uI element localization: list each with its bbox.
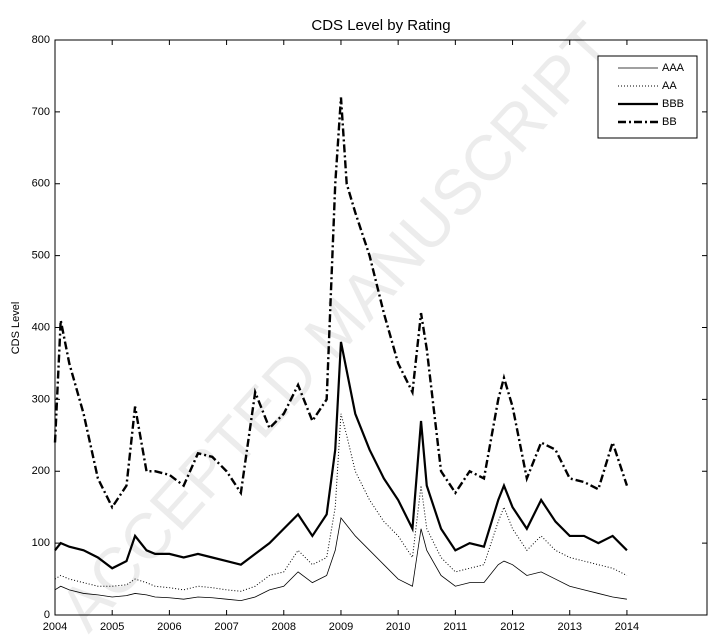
x-tick-label: 2005 — [100, 621, 124, 633]
x-tick-label: 2006 — [157, 621, 181, 633]
legend-label: AAA — [662, 62, 685, 74]
series-line — [54, 413, 628, 592]
legend-label: BBB — [662, 98, 684, 110]
y-tick-label: 0 — [44, 609, 50, 621]
legend-box — [597, 55, 698, 139]
chart-title: CDS Level by Rating — [311, 17, 450, 34]
y-axis-label: CDS Level — [10, 302, 22, 355]
x-tick-label: 2009 — [329, 621, 353, 633]
legend-label: AA — [662, 80, 677, 92]
y-tick-label: 800 — [32, 34, 50, 46]
series-line — [53, 97, 629, 510]
x-tick-label: 2004 — [43, 621, 67, 633]
series-line — [54, 517, 627, 602]
y-tick-label: 300 — [32, 393, 50, 405]
legend-label: BB — [662, 116, 677, 128]
y-tick-label: 400 — [32, 321, 50, 333]
x-tick-label: 2007 — [214, 621, 238, 633]
x-tick-label: 2008 — [272, 621, 296, 633]
y-tick-label: 500 — [32, 250, 50, 262]
x-tick-label: 2014 — [615, 621, 639, 633]
x-tick-label: 2012 — [500, 621, 524, 633]
y-tick-label: 700 — [32, 106, 50, 118]
y-tick-label: 600 — [32, 178, 50, 190]
x-tick-label: 2011 — [444, 621, 468, 633]
series-line — [54, 341, 628, 570]
y-tick-label: 200 — [32, 465, 50, 477]
x-tick-label: 2010 — [386, 621, 410, 633]
y-tick-label: 100 — [32, 537, 50, 549]
x-tick-label: 2013 — [557, 621, 581, 633]
